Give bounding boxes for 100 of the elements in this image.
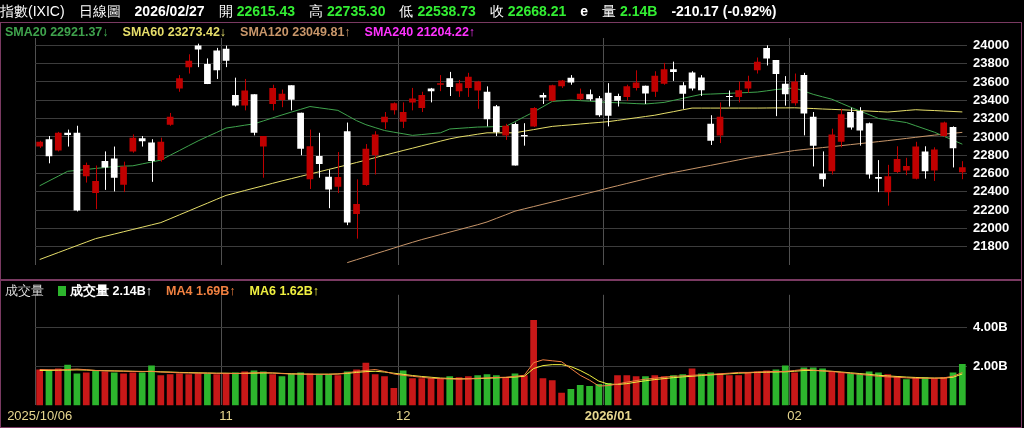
y-tick-label: 2.00B bbox=[973, 358, 1008, 374]
legend-label: SMA240 21204.22↑ bbox=[364, 25, 476, 39]
candlestick bbox=[492, 104, 500, 137]
x-tick-label: 12 bbox=[395, 407, 411, 423]
text: MA4 1.69B↑ bbox=[166, 284, 236, 298]
bar bbox=[837, 372, 845, 406]
bar bbox=[204, 373, 211, 406]
candlestick bbox=[353, 178, 360, 240]
x-tick-label: 02 bbox=[787, 407, 802, 423]
bar bbox=[157, 375, 165, 406]
bar bbox=[381, 376, 388, 406]
x-tick-label: 11 bbox=[219, 407, 233, 423]
y-tick-label: 22200 bbox=[973, 201, 1010, 217]
candlestick bbox=[958, 160, 966, 180]
bar bbox=[232, 372, 239, 406]
text: SMA120 23049.81↑ bbox=[240, 25, 351, 39]
y-tick-label: 24000 bbox=[973, 36, 1010, 52]
bar bbox=[287, 373, 295, 406]
candlestick bbox=[287, 84, 295, 111]
legend-label: 成交量 2.14B↑ bbox=[69, 284, 153, 298]
text: 2026/02/27 bbox=[134, 3, 205, 19]
candlestick bbox=[735, 81, 743, 103]
bar bbox=[418, 378, 426, 406]
candlestick bbox=[110, 146, 118, 192]
candlestick bbox=[36, 140, 44, 149]
bar bbox=[259, 371, 267, 406]
candlestick bbox=[837, 108, 845, 148]
y-tick-label: 23400 bbox=[973, 91, 1010, 107]
bar bbox=[884, 374, 892, 406]
bar bbox=[856, 374, 864, 406]
bar bbox=[353, 369, 360, 406]
bar bbox=[791, 372, 798, 406]
y-tick-label: 23200 bbox=[973, 110, 1010, 126]
bar bbox=[725, 375, 733, 406]
candlestick bbox=[343, 122, 351, 226]
bar bbox=[576, 385, 584, 406]
candlestick bbox=[809, 111, 817, 167]
bar bbox=[390, 387, 398, 406]
bar bbox=[474, 375, 482, 406]
bar bbox=[763, 370, 770, 406]
candlestick bbox=[176, 74, 183, 93]
bar bbox=[325, 374, 332, 406]
bar bbox=[940, 377, 948, 406]
candlestick bbox=[148, 138, 155, 183]
text: e bbox=[580, 3, 589, 19]
candlestick bbox=[875, 159, 882, 193]
candlestick bbox=[614, 93, 621, 108]
bar bbox=[548, 380, 556, 406]
candlestick bbox=[54, 131, 62, 152]
bar bbox=[679, 374, 687, 406]
bar bbox=[586, 386, 593, 406]
text: 低 22538.73 bbox=[399, 3, 476, 19]
bar bbox=[120, 373, 127, 406]
bar bbox=[931, 378, 938, 406]
bar bbox=[371, 374, 379, 406]
bar bbox=[315, 374, 323, 406]
chart-title: 指數(IXIC) bbox=[0, 3, 65, 19]
bar bbox=[176, 373, 183, 406]
bar bbox=[138, 372, 146, 406]
candlestick bbox=[698, 74, 705, 97]
y-tick-label: 22400 bbox=[973, 183, 1010, 199]
candlestick bbox=[931, 146, 938, 182]
bar bbox=[148, 365, 155, 406]
text: -210.17 (-0.92%) bbox=[671, 3, 777, 19]
bar bbox=[241, 371, 249, 406]
candlestick bbox=[679, 81, 687, 110]
bar bbox=[819, 368, 826, 406]
bar bbox=[520, 375, 528, 406]
bar bbox=[735, 375, 743, 406]
bar bbox=[92, 370, 99, 406]
x-tick-label: 2026/01 bbox=[584, 407, 632, 423]
bar bbox=[530, 320, 537, 406]
bar bbox=[437, 378, 444, 406]
candlestick bbox=[548, 84, 556, 102]
candlestick bbox=[213, 47, 221, 80]
bar bbox=[465, 376, 472, 406]
bar bbox=[698, 373, 705, 406]
candlestick bbox=[437, 74, 444, 92]
y-tick-label: 4.00B bbox=[973, 319, 1008, 335]
x-tick-label: 2025/10/06 bbox=[7, 407, 73, 423]
y-tick-label: 22000 bbox=[973, 220, 1010, 236]
bar bbox=[446, 376, 454, 406]
candlestick bbox=[138, 135, 146, 148]
bar bbox=[809, 367, 817, 406]
text: 量 2.14B bbox=[602, 3, 658, 19]
candlestick bbox=[232, 77, 239, 108]
bar bbox=[670, 375, 677, 406]
bar bbox=[269, 374, 277, 406]
y-tick-label: 22800 bbox=[973, 146, 1010, 162]
y-tick-label: 21800 bbox=[973, 238, 1010, 254]
y-tick-label: 23600 bbox=[973, 73, 1010, 89]
candlestick bbox=[670, 61, 677, 82]
bar bbox=[875, 372, 882, 406]
candlestick bbox=[371, 130, 379, 175]
bar bbox=[958, 363, 966, 406]
bar bbox=[492, 375, 500, 406]
bar bbox=[297, 372, 304, 406]
candlestick bbox=[325, 169, 332, 209]
text: 開 22615.43 bbox=[218, 3, 296, 19]
bar bbox=[623, 375, 631, 406]
